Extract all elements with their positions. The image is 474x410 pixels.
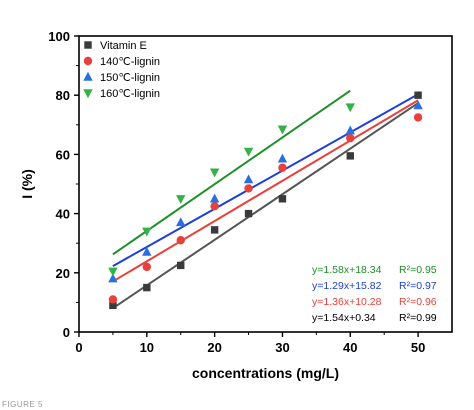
fit-r-squared: R²=0.97 [399,280,437,292]
data-point [142,246,152,256]
data-point [210,202,219,211]
data-point [345,125,355,135]
data-point [244,184,253,193]
legend-marker [83,71,93,81]
y-tick-label: 0 [63,325,70,340]
legend-label: 160℃-lignin [100,88,160,100]
data-point [244,209,253,218]
legend-marker [83,89,93,99]
fit-r-squared: R²=0.95 [399,264,437,276]
x-tick-label: 0 [75,340,82,355]
y-tick-label: 100 [48,29,70,44]
data-point [209,168,220,178]
x-tick-label: 10 [140,340,154,355]
data-markers [108,91,423,310]
data-point [346,152,354,160]
fit-line-2 [112,93,419,267]
data-point [108,267,118,277]
data-point [142,262,152,272]
x-tick-label: 20 [207,340,221,355]
fit-equations: y=1.58x+18.34 R²=0.95 y=1.29x+15.82 R²=0.97… [312,264,437,324]
fit-line-3 [112,89,351,256]
legend-marker [83,56,93,66]
y-tick-label: 80 [56,88,70,103]
legend-marker [84,41,92,49]
fit-equation: y=1.54x+0.34 [312,312,376,324]
data-point [176,217,186,227]
fit-equation: y=1.29x+15.82 [312,280,382,292]
data-point [346,133,355,143]
chart: 0 10 20 30 40 50 0 20 40 60 80 100 Vitamin E 140℃-li… [19,29,453,381]
y-tick-label: 20 [56,266,70,281]
data-point [210,226,219,234]
data-point [277,153,288,163]
data-point [243,147,254,157]
x-tick-label: 40 [343,340,357,355]
figure-caption: FIGURE 5 [2,400,43,409]
data-point [209,193,220,203]
data-point [277,125,288,135]
data-point [176,195,186,204]
fit-line-0 [112,102,419,310]
x-axis-label: concentrations (mg/L) [192,365,339,381]
data-point [177,261,185,270]
data-point [345,103,355,113]
data-point [108,295,118,304]
y-tick-label: 40 [56,207,70,222]
data-point [243,174,254,184]
fit-lines [112,89,419,310]
y-tick-label: 60 [56,147,70,162]
y-axis-label: I (%) [19,169,35,199]
data-point [176,236,185,245]
fit-r-squared: R²=0.96 [399,296,437,308]
fit-equation: y=1.58x+18.34 [312,264,382,276]
fit-r-squared: R²=0.99 [399,312,437,324]
tick-labels: 0 10 20 30 40 50 0 20 40 60 80 100 [48,29,425,355]
fit-line-1 [112,99,419,283]
data-point [108,273,118,283]
data-point [278,163,287,172]
data-point [413,100,423,110]
legend-label: 150℃-lignin [100,72,160,84]
data-point [413,113,423,122]
legend-label: Vitamin E [100,40,147,52]
axes [74,35,453,337]
x-tick-label: 30 [275,340,289,355]
data-point [109,301,117,310]
legend-label: 140℃-lignin [100,56,160,68]
data-point [414,91,422,99]
legend: Vitamin E 140℃-lignin 150℃-lignin 160℃-lign… [83,40,160,100]
data-point [278,195,287,203]
fit-equation: y=1.36x+10.28 [312,296,382,308]
data-point [142,227,152,237]
x-tick-label: 50 [411,340,425,355]
data-point [143,283,151,292]
